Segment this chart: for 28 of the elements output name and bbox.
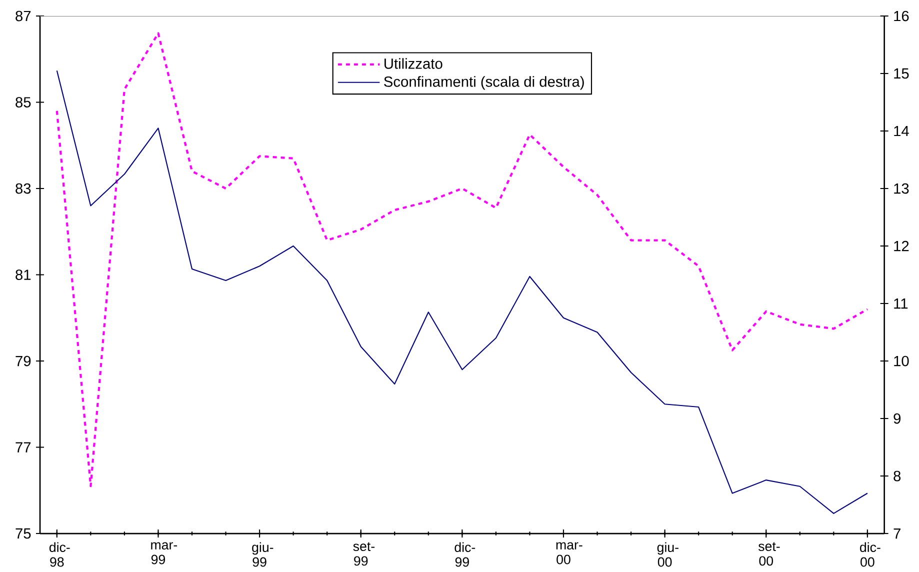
legend-label: Utilizzato <box>384 58 442 69</box>
y2-tick-label: 15 <box>894 68 909 79</box>
y2-tick-label: 14 <box>894 126 909 136</box>
y-tick-label: 81 <box>16 269 31 280</box>
legend-label: Sconfinamenti (scala di destra) <box>384 76 584 90</box>
x-tick-label: giu-99 <box>252 542 274 567</box>
y2-tick-label: 7 <box>894 528 900 538</box>
x-tick-label: mar-99 <box>151 542 178 564</box>
y-tick-label: 83 <box>16 183 31 194</box>
y2-tick-label: 8 <box>894 470 901 482</box>
y-tick-label: 75 <box>16 528 31 539</box>
y2-tick-label: 10 <box>894 356 909 366</box>
x-tick-label: giu-00 <box>657 542 678 567</box>
y-tick-label: 77 <box>16 442 31 452</box>
y-tick-label: 79 <box>16 356 31 366</box>
y2-tick-label: 12 <box>894 240 909 252</box>
x-tick-label: mar-00 <box>556 542 582 564</box>
y2-tick-label: 11 <box>894 298 908 308</box>
y2-tick-label: 9 <box>894 413 901 424</box>
x-tick-label: set-99 <box>353 542 374 566</box>
y2-tick-label: 13 <box>894 183 909 194</box>
y-tick-label: 85 <box>16 96 31 108</box>
y2-tick-label: 16 <box>894 10 909 22</box>
x-tick-label: set-00 <box>758 542 780 566</box>
x-tick-label: dic-99 <box>454 542 476 567</box>
x-tick-label: dic-98 <box>49 542 70 567</box>
y-tick-label: 87 <box>16 10 31 22</box>
x-tick-label: dic-00 <box>860 542 880 567</box>
